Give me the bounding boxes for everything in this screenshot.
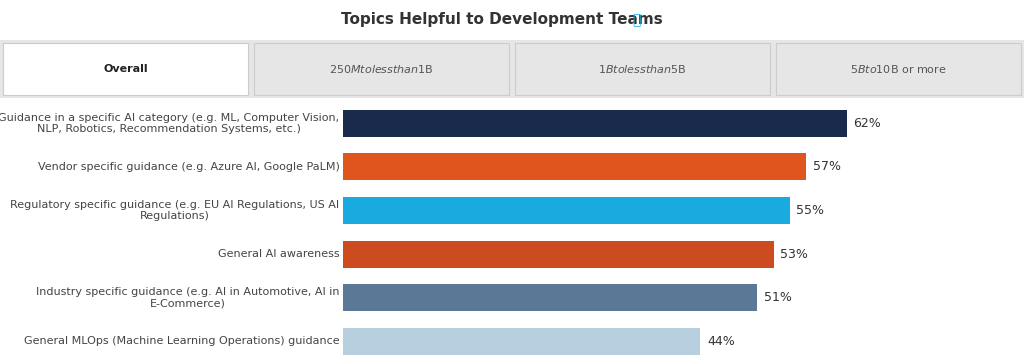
Bar <box>343 197 790 224</box>
FancyBboxPatch shape <box>3 44 248 94</box>
Bar <box>343 110 847 137</box>
Text: General MLOps (Machine Learning Operations) guidance: General MLOps (Machine Learning Operatio… <box>24 336 340 346</box>
Text: 53%: 53% <box>780 248 808 261</box>
Bar <box>343 328 700 355</box>
Bar <box>343 284 758 311</box>
Text: Topics Helpful to Development Teams: Topics Helpful to Development Teams <box>341 12 663 28</box>
Bar <box>343 241 773 268</box>
Text: ⓘ: ⓘ <box>632 13 640 27</box>
Text: 51%: 51% <box>764 291 792 304</box>
Text: Industry specific guidance (e.g. AI in Automotive, AI in
E-Commerce): Industry specific guidance (e.g. AI in A… <box>36 287 340 309</box>
Text: 62%: 62% <box>853 117 881 130</box>
Text: $250M to less than $1B: $250M to less than $1B <box>329 63 434 75</box>
Text: $1B to less than $5B: $1B to less than $5B <box>598 63 687 75</box>
Text: Vendor specific guidance (e.g. Azure AI, Google PaLM): Vendor specific guidance (e.g. Azure AI,… <box>38 162 340 172</box>
Text: 44%: 44% <box>707 335 735 348</box>
Text: Regulatory specific guidance (e.g. EU AI Regulations, US AI
Regulations): Regulatory specific guidance (e.g. EU AI… <box>10 200 340 221</box>
Text: General AI awareness: General AI awareness <box>218 249 340 259</box>
Text: 57%: 57% <box>813 160 841 174</box>
Text: Guidance in a specific AI category (e.g. ML, Computer Vision,
NLP, Robotics, Rec: Guidance in a specific AI category (e.g.… <box>0 113 340 134</box>
FancyBboxPatch shape <box>254 44 509 94</box>
Text: 55%: 55% <box>797 204 824 217</box>
Text: $5B to $10B or more: $5B to $10B or more <box>850 63 947 75</box>
Text: Overall: Overall <box>103 64 147 74</box>
Bar <box>343 154 806 180</box>
FancyBboxPatch shape <box>515 44 770 94</box>
FancyBboxPatch shape <box>776 44 1021 94</box>
